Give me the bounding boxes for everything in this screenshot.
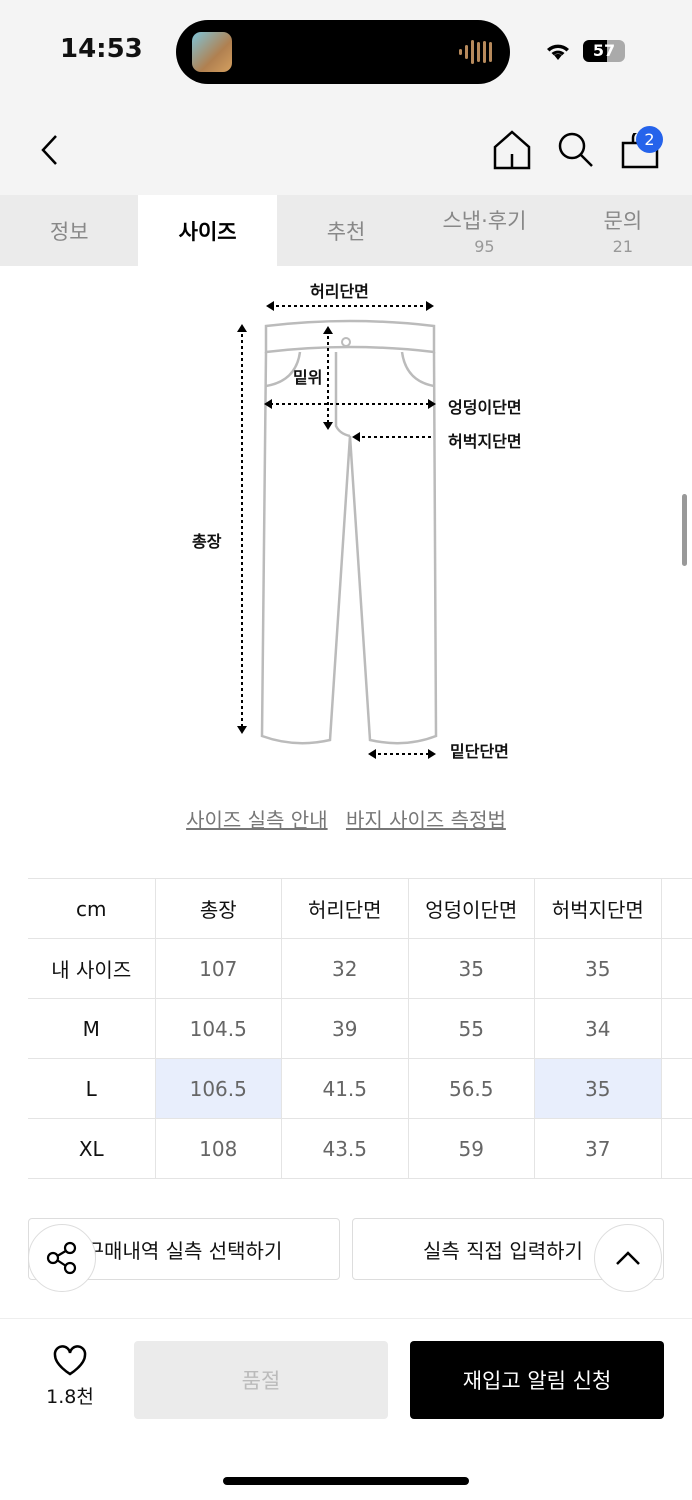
table-cell-highlighted: 106.5 (154, 1058, 282, 1119)
now-playing-artwork (192, 32, 232, 72)
scroll-top-button[interactable] (594, 1224, 662, 1292)
table-cell: 31 (660, 1118, 692, 1179)
tab-label: 사이즈 (178, 219, 237, 244)
label-rise: 밑위 (293, 368, 323, 387)
home-indicator (223, 1477, 469, 1485)
button-label: 구매내역 실측 선택하기 (85, 1238, 283, 1263)
header-cell: cm (28, 878, 156, 939)
table-cell: 55 (407, 998, 535, 1059)
table-cell: 1 (660, 938, 692, 999)
header-cell: 허리단면 (281, 878, 409, 939)
bottom-action-bar: 1.8천 품절 재입고 알림 신청 (0, 1318, 692, 1500)
chevron-up-icon (616, 1251, 640, 1265)
like-count: 1.8천 (46, 1386, 94, 1408)
header-cell: 엉덩이단면 (407, 878, 535, 939)
table-cell: 104.5 (154, 998, 282, 1059)
table-cell: 56.5 (407, 1058, 535, 1119)
battery-indicator: 57 (583, 40, 625, 62)
table-cell: 41.5 (281, 1058, 409, 1119)
table-cell: 3 (660, 1058, 692, 1119)
measure-guide-link[interactable]: 바지 사이즈 측정법 (345, 808, 506, 832)
product-tabs: 정보 사이즈 추천 스냅·후기 95 문의 21 (0, 195, 692, 266)
tab-qna[interactable]: 문의 21 (554, 195, 692, 266)
table-cell: 34 (534, 998, 662, 1059)
heart-icon (53, 1345, 87, 1376)
pants-size-diagram: 허리단면 밑위 엉덩이단면 허벅지단면 총장 밑단단면 (0, 266, 692, 786)
tab-recommend[interactable]: 추천 (277, 195, 415, 266)
button-label: 품절 (241, 1369, 281, 1393)
dynamic-island[interactable] (176, 20, 510, 84)
wifi-icon (544, 40, 572, 67)
restock-notify-button[interactable]: 재입고 알림 신청 (410, 1341, 664, 1419)
tab-label: 스냅·후기 (442, 209, 527, 233)
pants-illustration (237, 301, 438, 759)
header-cell: 밑 (660, 878, 692, 939)
status-time: 14:53 (60, 34, 143, 64)
tab-label: 문의 (603, 209, 643, 233)
scrollbar[interactable] (682, 494, 687, 566)
soldout-button: 품절 (134, 1341, 388, 1419)
search-icon[interactable] (556, 130, 596, 170)
table-cell-highlighted: 35 (534, 1058, 662, 1119)
back-icon[interactable] (38, 133, 62, 167)
tab-info[interactable]: 정보 (0, 195, 138, 266)
label-waist: 허리단면 (310, 282, 369, 301)
row-label: L (28, 1058, 156, 1119)
row-label: XL (28, 1118, 156, 1179)
audio-wave-icon (459, 40, 492, 64)
tab-reviews[interactable]: 스냅·후기 95 (415, 195, 553, 266)
table-cell: 32 (281, 938, 409, 999)
tab-label: 정보 (49, 219, 89, 244)
header-cell: 총장 (154, 878, 282, 939)
top-nav (0, 105, 692, 195)
table-cell: 39 (281, 998, 409, 1059)
row-label: M (28, 998, 156, 1059)
table-cell: 35 (534, 938, 662, 999)
table-row: 내 사이즈1073235351 (28, 938, 692, 999)
table-cell: 30 (660, 998, 692, 1059)
home-icon[interactable] (492, 130, 532, 170)
label-length: 총장 (192, 532, 222, 551)
cart-count-badge: 2 (636, 126, 663, 153)
header-cell: 허벅지단면 (534, 878, 662, 939)
tab-count: 95 (474, 237, 495, 256)
size-guide-links: 사이즈 실측 안내 바지 사이즈 측정법 (0, 804, 692, 833)
share-button[interactable] (28, 1224, 96, 1292)
share-icon (46, 1241, 77, 1275)
table-cell: 43.5 (281, 1118, 409, 1179)
table-cell: 108 (154, 1118, 282, 1179)
table-cell: 37 (534, 1118, 662, 1179)
size-table: cm 총장 허리단면 엉덩이단면 허벅지단면 밑 내 사이즈1073235351… (28, 878, 692, 1179)
label-hem: 밑단단면 (450, 742, 509, 761)
label-thigh: 허벅지단면 (448, 432, 522, 451)
label-hip: 엉덩이단면 (448, 398, 522, 417)
tab-size[interactable]: 사이즈 (138, 195, 277, 266)
table-cell: 35 (407, 938, 535, 999)
tab-label: 추천 (326, 219, 366, 244)
like-button[interactable]: 1.8천 (40, 1345, 100, 1409)
table-header-row: cm 총장 허리단면 엉덩이단면 허벅지단면 밑 (28, 878, 692, 939)
table-cell: 59 (407, 1118, 535, 1179)
table-cell: 107 (154, 938, 282, 999)
button-label: 재입고 알림 신청 (462, 1369, 612, 1393)
status-bar: 14:53 57 (0, 0, 692, 105)
tab-count: 21 (612, 237, 633, 256)
size-guide-link[interactable]: 사이즈 실측 안내 (186, 808, 328, 832)
button-label: 실측 직접 입력하기 (423, 1238, 583, 1263)
row-label: 내 사이즈 (28, 938, 156, 999)
